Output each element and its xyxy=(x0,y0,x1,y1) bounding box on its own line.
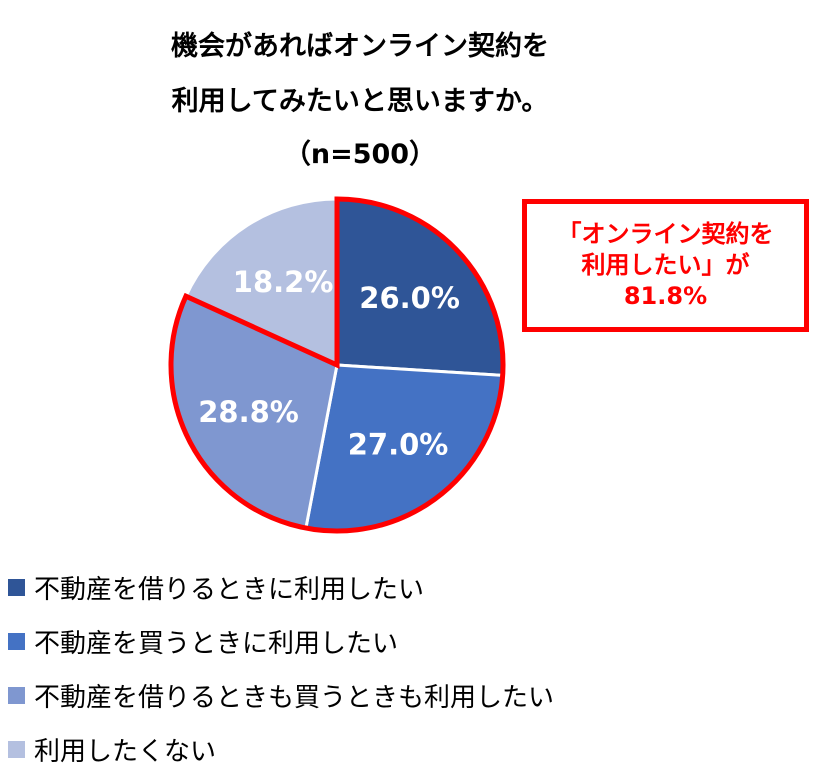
legend-swatch xyxy=(8,632,25,650)
chart-title-line2: 利用してみたいと思いますか。 xyxy=(171,86,549,117)
pie-label-buy: 27.0% xyxy=(348,428,449,462)
legend-label: 利用したくない xyxy=(34,736,217,767)
callout-box: 「オンライン契約を 利用したい」が 81.8% xyxy=(522,199,809,332)
legend-swatch xyxy=(8,740,25,758)
legend-swatch xyxy=(8,686,25,704)
legend-label: 不動産を買うときに利用したい xyxy=(34,628,399,659)
pie-label-rent: 26.0% xyxy=(359,281,460,315)
chart-title-line1: 機会があればオンライン契約を xyxy=(171,31,549,62)
highlight-outline xyxy=(168,196,506,534)
chart-title-sample-size: （n=500） xyxy=(283,139,437,170)
legend-swatch xyxy=(8,578,25,596)
legend-item-both: 不動産を借りるときも買うときも利用したい xyxy=(8,680,554,713)
legend-label: 不動産を借りるときに利用したい xyxy=(34,574,425,605)
pie-slice-none xyxy=(183,197,339,368)
legend-label: 不動産を借りるときも買うときも利用したい xyxy=(34,682,555,713)
callout-line2: 利用したい」が xyxy=(581,250,750,279)
pie-label-none: 18.2% xyxy=(233,265,334,299)
legend-item-rent: 不動産を借りるときに利用したい xyxy=(8,572,424,605)
legend-item-none: 利用したくない xyxy=(8,734,216,767)
legend-item-buy: 不動産を買うときに利用したい xyxy=(8,626,398,659)
callout-percent: 81.8% xyxy=(623,282,708,311)
callout-line1: 「オンライン契約を xyxy=(557,219,774,248)
pie-label-both: 28.8% xyxy=(198,395,299,429)
